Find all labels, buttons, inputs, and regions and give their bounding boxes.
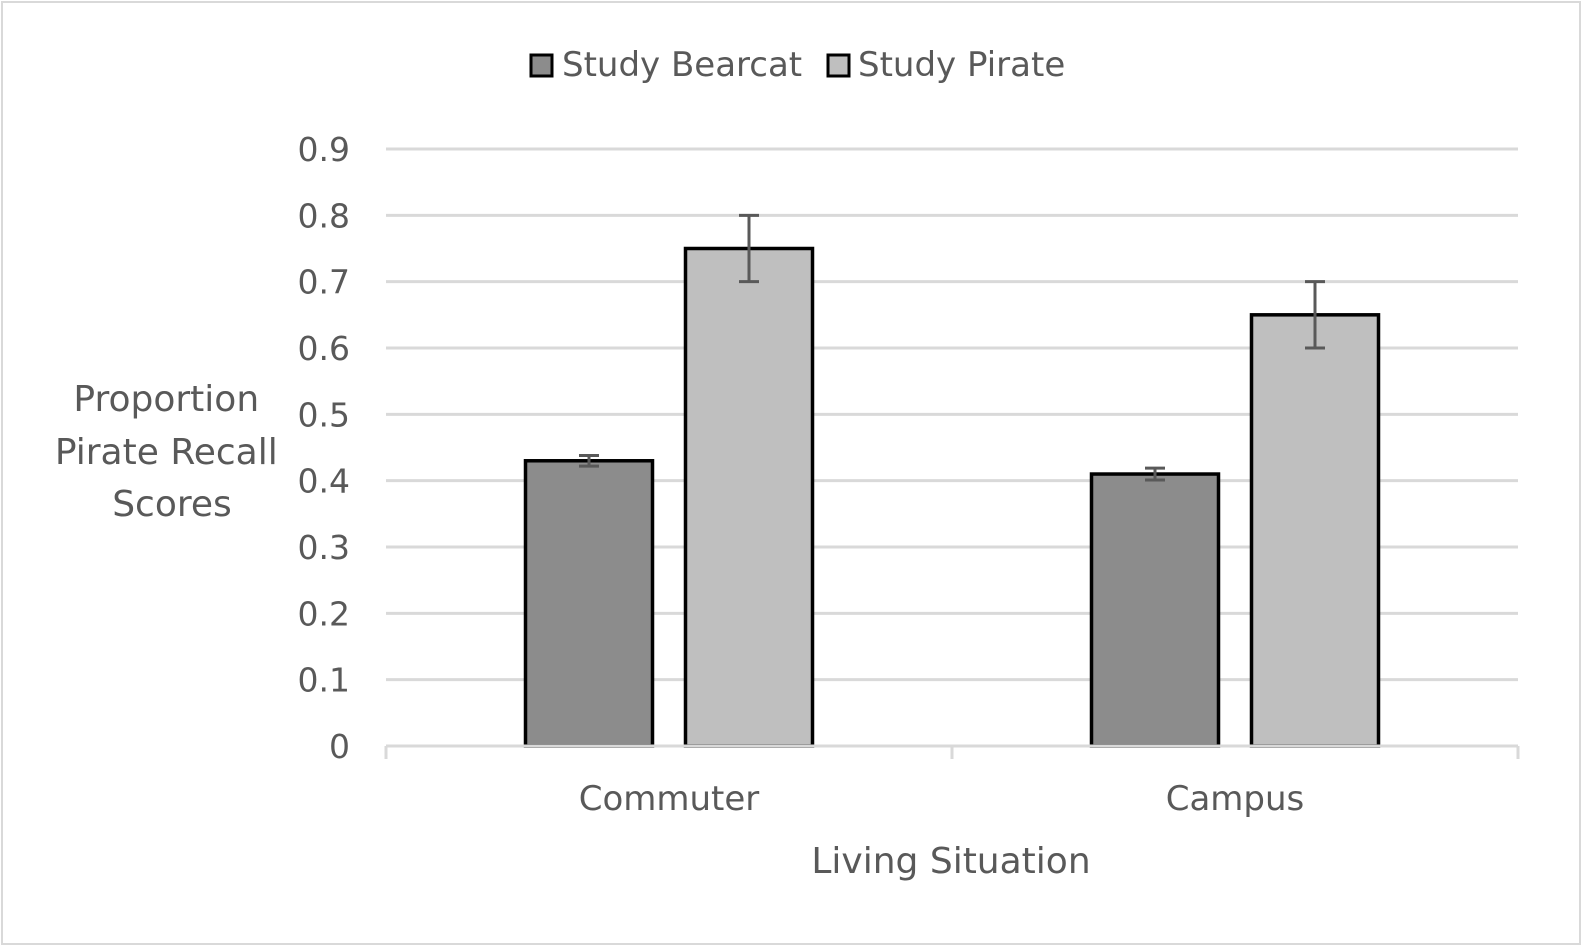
- y-tick-label: 0.5: [298, 395, 350, 434]
- bar-study-pirate-campus: [1249, 313, 1381, 748]
- x-axis-title: Living Situation: [811, 841, 1090, 882]
- y-axis-title: Proportion Pirate Recall Scores: [55, 379, 289, 525]
- error-bar: [1145, 466, 1165, 482]
- y-tick-label: 0.7: [298, 263, 350, 302]
- x-category-label-commuter: Commuter: [579, 779, 760, 819]
- bar-study-bearcat-commuter: [523, 459, 655, 748]
- error-bar: [1305, 280, 1325, 350]
- y-tick-label: 0.1: [298, 661, 350, 700]
- y-axis-tick-labels: 0 0.1 0.2 0.3 0.4 0.5 0.6 0.7 0.8 0.9: [298, 130, 350, 766]
- y-axis-title-line-2: Pirate Recall: [55, 432, 278, 473]
- y-axis-title-line-3: Scores: [112, 484, 232, 525]
- y-tick-label: 0: [329, 727, 350, 766]
- error-bar: [739, 213, 759, 284]
- legend-label-study-bearcat: Study Bearcat: [562, 45, 802, 85]
- x-axis-category-labels: Commuter Campus: [579, 779, 1305, 819]
- y-tick-label: 0.4: [298, 462, 350, 501]
- y-axis-title-line-1: Proportion: [73, 379, 259, 420]
- y-tick-label: 0.8: [298, 196, 350, 235]
- legend: Study Bearcat Study Pirate: [529, 45, 1065, 85]
- x-axis: [384, 744, 1520, 759]
- y-tick-label: 0.6: [298, 329, 350, 368]
- bar-study-pirate-commuter: [683, 246, 815, 748]
- y-tick-label: 0.3: [298, 528, 350, 567]
- bars: [523, 213, 1381, 748]
- error-bar: [579, 453, 599, 468]
- bar-study-bearcat-campus: [1089, 472, 1221, 748]
- y-tick-label: 0.9: [298, 130, 350, 169]
- x-category-label-campus: Campus: [1166, 779, 1305, 819]
- legend-label-study-pirate: Study Pirate: [858, 45, 1065, 85]
- legend-swatch-study-bearcat: [529, 53, 554, 78]
- legend-swatch-study-pirate: [826, 53, 851, 78]
- y-tick-label: 0.2: [298, 594, 350, 633]
